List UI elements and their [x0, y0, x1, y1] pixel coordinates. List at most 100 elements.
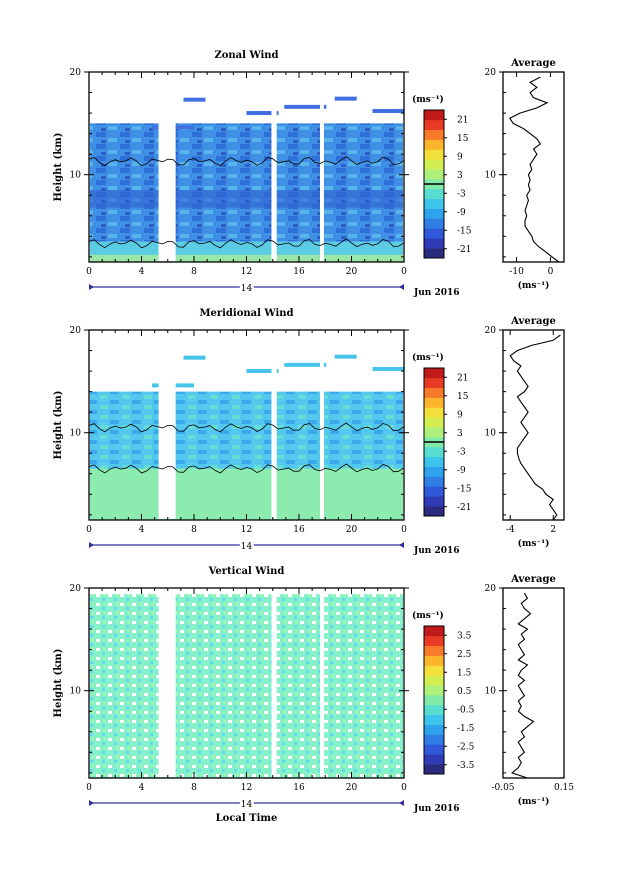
x-tick-label: 16: [293, 525, 305, 535]
average-frame: [502, 329, 565, 521]
colorbar-swatch: [424, 188, 444, 200]
x-tick-label: 20: [346, 267, 358, 277]
average-title: Average: [510, 316, 556, 327]
average-frame: [502, 71, 565, 263]
colorbar-tick-label: 21: [457, 373, 468, 383]
colorbar-tick-label: 9: [457, 410, 463, 420]
data-gap: [320, 589, 324, 777]
zero-contour: [88, 422, 405, 433]
average-x-tick-label: -4: [506, 525, 515, 535]
colorbar-tick-label: 15: [457, 134, 469, 144]
colorbar-swatch: [424, 169, 444, 180]
average-title: Average: [510, 58, 556, 69]
colorbar-swatch: [424, 496, 444, 507]
zero-contour: [88, 156, 405, 167]
heatmap-panel-2: Vertical Wind 0 4 8 12 16 20 0 10 20 Height (km) 14…: [53, 566, 475, 824]
colorbar-tick-label: -21: [457, 503, 472, 513]
colorbar-swatch: [424, 248, 444, 259]
date-label: 14: [241, 800, 253, 810]
colorbar-swatch: [424, 149, 444, 160]
data-gap: [271, 589, 277, 777]
month-label: Jun 2016: [413, 288, 460, 298]
x-tick-label: 0: [86, 267, 92, 277]
month-label: Jun 2016: [413, 804, 460, 814]
colorbar-tick-label: -2.5: [457, 742, 475, 752]
date-axis-end: [399, 284, 404, 290]
colorbar-tick-label: -9: [457, 208, 466, 218]
average-x-tick-label: 0.15: [554, 783, 574, 793]
wind-field-fragment: [372, 366, 405, 371]
y-tick-label: 20: [70, 584, 82, 594]
colorbar-swatch: [424, 695, 444, 706]
y-axis-label: Height (km): [53, 391, 64, 460]
x-tick-label: 12: [241, 267, 252, 277]
x-tick-label: 0: [401, 525, 407, 535]
wind-field-fragment: [183, 97, 206, 102]
y-tick-label: 10: [70, 687, 82, 697]
average-y-tick-label: 10: [485, 429, 497, 439]
average-x-label: (ms⁻¹): [518, 538, 550, 549]
colorbar-tick-label: 2.5: [457, 650, 472, 660]
date-axis-start: [89, 284, 94, 290]
colorbar-tick-label: 3.5: [457, 631, 472, 641]
colorbar-tick-label: -0.5: [457, 705, 475, 715]
average-x-label: (ms⁻¹): [518, 280, 550, 291]
average-x-label: (ms⁻¹): [518, 796, 550, 807]
average-y-tick-label: 10: [485, 687, 497, 697]
x-tick-label: 0: [401, 783, 407, 793]
colorbar-swatch: [424, 655, 444, 666]
colorbar-swatch: [424, 208, 444, 219]
average-frame: [502, 587, 565, 779]
colorbar-swatch: [424, 685, 444, 696]
colorbar-swatch: [424, 486, 444, 497]
colorbar-swatch: [424, 456, 444, 467]
date-axis-end: [399, 800, 404, 806]
colorbar-tick-label: 21: [457, 115, 468, 125]
colorbar-swatch: [424, 387, 444, 398]
colorbar-swatch: [424, 476, 444, 487]
average-x-tick-label: -0.05: [491, 783, 514, 793]
x-tick-label: 4: [139, 525, 145, 535]
y-tick-label: 20: [70, 68, 82, 78]
colorbar-swatch: [424, 238, 444, 249]
wind-field-low: [90, 468, 403, 520]
x-tick-label: 8: [191, 783, 197, 793]
heatmap-panel-0: Zonal Wind 0 4 8 12 16 20 0 10 20 Height (km) 14 Jun…: [53, 50, 472, 298]
colorbar-tick-label: 3: [457, 171, 463, 181]
x-tick-label: 0: [401, 267, 407, 277]
x-tick-label: 8: [191, 525, 197, 535]
wind-field-fragment: [334, 354, 357, 359]
date-axis-start: [89, 542, 94, 548]
colorbar-unit: (ms⁻¹): [412, 352, 444, 363]
date-label: 14: [241, 542, 253, 552]
x-axis-label: Local Time: [216, 813, 278, 824]
wind-field-fragment: [372, 108, 405, 113]
wind-field-fragment: [183, 355, 206, 360]
average-y-tick-label: 20: [485, 326, 497, 336]
wind-field-fragment: [246, 111, 279, 116]
date-axis-end: [399, 542, 404, 548]
average-x-tick-label: -10: [509, 267, 524, 277]
colorbar-tick-label: 9: [457, 152, 463, 162]
colorbar-tick-label: -15: [457, 226, 472, 236]
panel-title: Zonal Wind: [214, 50, 278, 61]
colorbar-unit: (ms⁻¹): [412, 610, 444, 621]
average-profile-line: [510, 592, 535, 779]
month-label: Jun 2016: [413, 546, 460, 556]
colorbar-swatch: [424, 675, 444, 686]
x-tick-label: 16: [293, 267, 305, 277]
colorbar-swatch: [424, 724, 444, 735]
x-tick-label: 12: [241, 525, 252, 535]
average-y-tick-label: 20: [485, 68, 497, 78]
average-profile-line: [509, 76, 560, 263]
panel-title: Meridional Wind: [199, 308, 293, 319]
colorbar-tick-label: 1.5: [457, 668, 472, 678]
colorbar-swatch: [424, 110, 444, 121]
colorbar-swatch: [424, 704, 444, 716]
date-label: 14: [241, 284, 253, 294]
colorbar-swatch: [424, 734, 444, 745]
colorbar-swatch: [424, 446, 444, 458]
heatmap-panel-1: Meridional Wind 0 4 8 12 16 20 0 10 20 Height (km)…: [53, 308, 472, 556]
average-panel-0: Average -10 0 10 20 (ms⁻¹): [485, 58, 565, 291]
